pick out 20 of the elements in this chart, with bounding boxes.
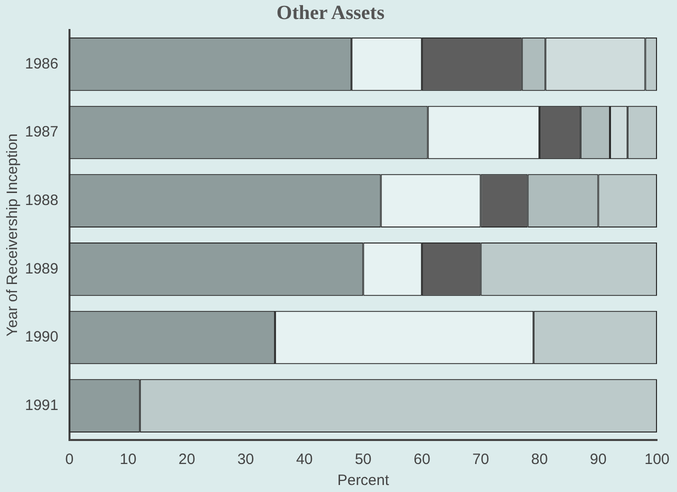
- y-tick-label: 1989: [24, 260, 58, 278]
- x-tick-label: 80: [531, 451, 548, 468]
- x-tick-label: 90: [590, 451, 607, 468]
- y-tick-label: 1991: [24, 396, 58, 414]
- x-tick-label: 70: [472, 451, 490, 468]
- y-tick-label: 1990: [24, 328, 58, 346]
- x-tick-label: 10: [120, 451, 136, 468]
- y-tick-label: 1988: [24, 192, 58, 209]
- x-tick-label: 60: [414, 451, 430, 468]
- x-tick-label: 20: [178, 451, 196, 468]
- chart-title: Other Assets: [276, 2, 385, 24]
- y-axis-title: Year of Receivership Inception: [4, 134, 22, 336]
- x-tick-label: 100: [644, 451, 670, 468]
- x-tick-label: 30: [237, 451, 254, 468]
- y-tick-label: 1987: [24, 124, 58, 141]
- y-tick-label: 1986: [24, 55, 58, 72]
- x-tick-label: 50: [354, 451, 372, 468]
- x-tick-label: 40: [296, 451, 313, 468]
- x-axis-title: Percent: [337, 472, 390, 490]
- x-tick-label: 0: [65, 451, 74, 468]
